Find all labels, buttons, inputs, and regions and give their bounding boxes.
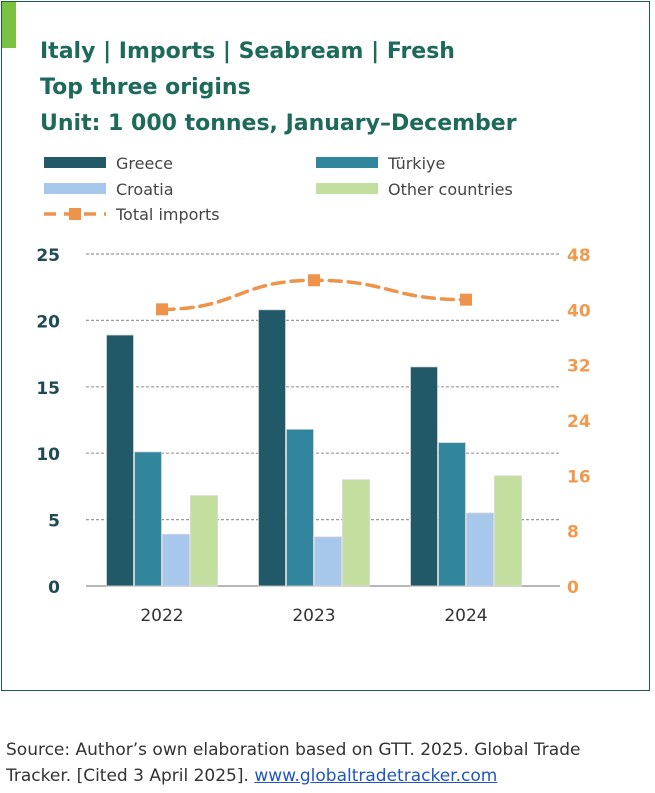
source-text: Source: Author’s own elaboration based o… bbox=[6, 740, 581, 786]
y-tick-label: 10 bbox=[36, 445, 60, 465]
x-tick-label: 2022 bbox=[140, 606, 183, 626]
y-tick-label: 15 bbox=[36, 379, 60, 399]
y2-tick-label: 0 bbox=[567, 578, 579, 598]
y-tick-label: 20 bbox=[36, 312, 60, 332]
total-imports-marker-2022 bbox=[156, 303, 168, 316]
bar-croatia-2023 bbox=[314, 536, 342, 587]
axes: 0 5 10 15 20 25 0 8 16 24 32 40 48 2022 2023 2024 bbox=[36, 246, 591, 626]
bar-greece-2023 bbox=[258, 309, 286, 587]
y2-tick-label: 32 bbox=[567, 357, 591, 377]
y2-tick-label: 24 bbox=[567, 412, 591, 432]
bar-türkiye-2023 bbox=[286, 428, 314, 587]
y2-tick-label: 16 bbox=[567, 467, 591, 487]
chart-svg: Greece Türkiye Croatia Other countries Total… bbox=[36, 154, 591, 626]
y-tick-label: 0 bbox=[48, 578, 60, 598]
legend-label: Greece bbox=[116, 154, 173, 173]
y-tick-label: 25 bbox=[36, 246, 60, 266]
total-imports-marker-2023 bbox=[308, 274, 320, 287]
bars bbox=[106, 309, 522, 587]
title-line-2: Top three origins bbox=[40, 75, 251, 100]
x-tick-label: 2024 bbox=[444, 606, 487, 626]
total-imports-marker-2024 bbox=[460, 293, 472, 306]
legend-label: Türkiye bbox=[387, 154, 445, 173]
y2-tick-label: 48 bbox=[567, 246, 591, 266]
legend-swatch-croatia bbox=[44, 183, 106, 194]
legend: Greece Türkiye Croatia Other countries Total… bbox=[44, 154, 513, 224]
accent-bar bbox=[2, 2, 16, 48]
source-note: Source: Author’s own elaboration based o… bbox=[6, 737, 646, 789]
bar-other-countries-2024 bbox=[494, 475, 522, 587]
y2-tick-label: 40 bbox=[567, 301, 591, 321]
y-tick-label: 5 bbox=[48, 512, 60, 532]
bar-other-countries-2023 bbox=[342, 479, 370, 587]
bar-croatia-2024 bbox=[466, 512, 494, 587]
total-line bbox=[156, 274, 472, 316]
bar-other-countries-2022 bbox=[190, 495, 218, 587]
legend-label: Croatia bbox=[116, 180, 174, 199]
legend-label: Total imports bbox=[115, 205, 220, 224]
bar-türkiye-2024 bbox=[438, 442, 466, 587]
legend-label: Other countries bbox=[388, 180, 513, 199]
title-line-3: Unit: 1 000 tonnes, January–December bbox=[40, 111, 517, 136]
bar-croatia-2022 bbox=[162, 533, 190, 587]
legend-marker-total-imports bbox=[69, 208, 81, 220]
legend-swatch-türkiye bbox=[316, 157, 378, 168]
legend-swatch-greece bbox=[44, 157, 106, 168]
bar-greece-2022 bbox=[106, 334, 134, 587]
bar-greece-2024 bbox=[410, 366, 438, 587]
title-line-1: Italy | Imports | Seabream | Fresh bbox=[40, 39, 455, 64]
legend-swatch-other-countries bbox=[316, 183, 378, 194]
bar-türkiye-2022 bbox=[134, 451, 162, 587]
y2-tick-label: 8 bbox=[567, 523, 579, 543]
source-link[interactable]: www.globaltradetracker.com bbox=[254, 766, 498, 786]
chart-titles: Italy | Imports | Seabream | Fresh Top t… bbox=[40, 34, 517, 142]
x-tick-label: 2023 bbox=[292, 606, 335, 626]
